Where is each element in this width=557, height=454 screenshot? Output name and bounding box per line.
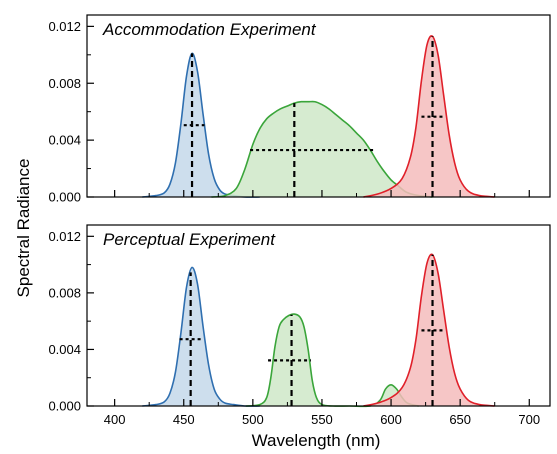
- y-tick-label: 0.008: [48, 285, 81, 300]
- panel-title: Accommodation Experiment: [102, 20, 317, 39]
- series-green-curve: [211, 100, 433, 198]
- x-tick-label: 550: [311, 412, 333, 427]
- panel-perceptual: 0.000 0.004 0.008 0.012 400 450 500 550 600 650 70…: [48, 224, 551, 427]
- panel-title: Perceptual Experiment: [103, 230, 276, 249]
- plot-frame: [86, 224, 551, 407]
- series-blue-fill: [142, 53, 260, 198]
- y-tick-label: 0.000: [48, 399, 81, 414]
- y-tick-label: 0.008: [48, 76, 81, 91]
- series-blue-curve: [142, 266, 260, 407]
- x-axis-title: Wavelength (nm): [252, 431, 381, 450]
- y-tick-label: 0.000: [48, 190, 81, 205]
- series-green-fill: [211, 101, 433, 197]
- y-tick-label: 0.012: [48, 19, 81, 34]
- y-tick-label: 0.012: [48, 229, 81, 244]
- x-tick-label: 500: [242, 412, 264, 427]
- x-tick-label: 400: [104, 412, 126, 427]
- x-tick-label: 450: [173, 412, 195, 427]
- x-tick-label: 650: [449, 412, 471, 427]
- plot-frame: [86, 14, 551, 198]
- panel-accommodation: 0.000 0.004 0.008 0.012 Accommodation Experi…: [48, 14, 551, 205]
- y-tick-label: 0.004: [48, 133, 81, 148]
- series-blue-fill: [142, 267, 260, 407]
- x-tick-label: 700: [518, 412, 540, 427]
- y-tick-label: 0.004: [48, 342, 81, 357]
- series-green-fill: [245, 314, 419, 407]
- y-axis-title: Spectral Radiance: [14, 159, 33, 298]
- series-green-curve: [245, 313, 419, 408]
- x-tick-label: 600: [380, 412, 402, 427]
